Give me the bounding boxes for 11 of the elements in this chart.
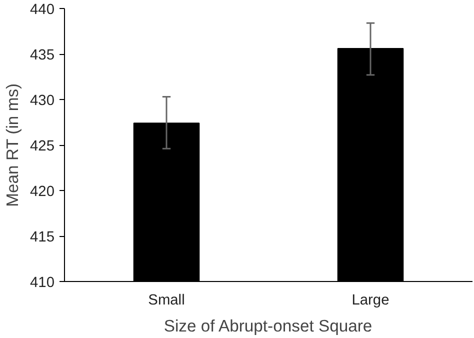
y-tick-label: 420 xyxy=(30,184,55,200)
y-tick-label: 435 xyxy=(30,48,55,64)
y-tick-label: 425 xyxy=(30,138,55,154)
y-axis-title: Mean RT (in ms) xyxy=(3,83,22,207)
y-tick-label: 415 xyxy=(30,230,55,246)
x-tick-label: Small xyxy=(148,292,185,308)
x-tick-label: Large xyxy=(352,292,390,308)
y-tick-label: 440 xyxy=(30,2,55,18)
x-axis-title: Size of Abrupt-onset Square xyxy=(164,316,372,336)
y-tick-label: 430 xyxy=(30,93,55,109)
y-tick-label: 410 xyxy=(30,275,55,291)
